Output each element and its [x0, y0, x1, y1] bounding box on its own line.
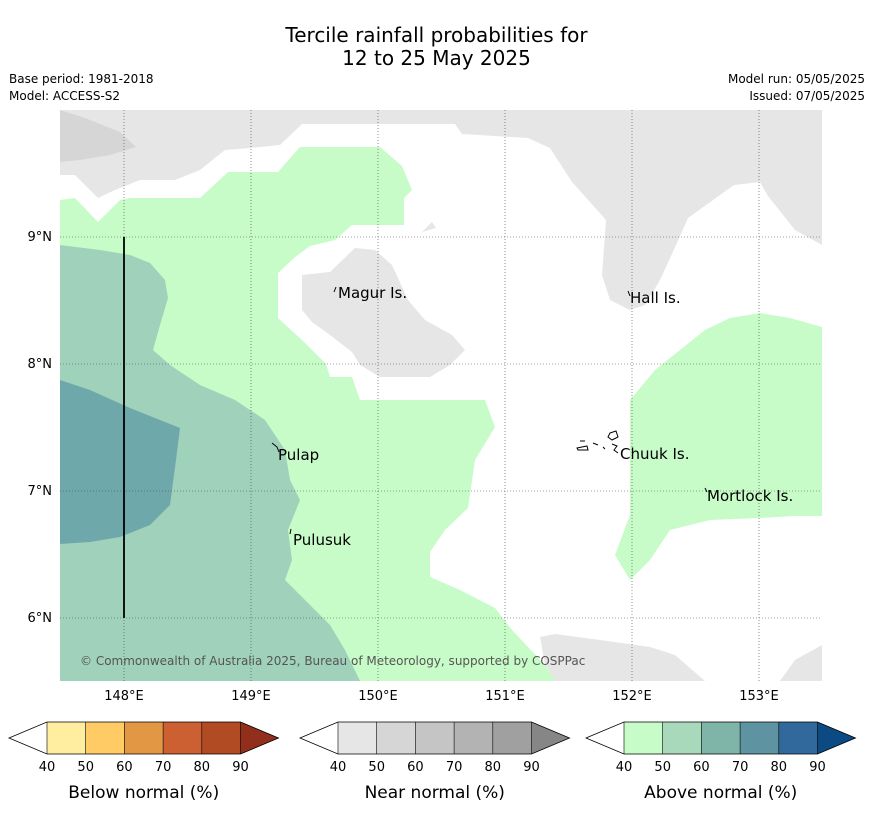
place-label-hall: Hall Is.	[630, 289, 681, 307]
below-normal-colorbar-segment	[201, 722, 241, 754]
below-normal-colorbar: 40 50 60 70 80 90 Below normal (%)	[7, 721, 280, 803]
below-normal-colorbar-tick-label: 70	[155, 760, 172, 775]
near-normal-colorbar-title: Near normal (%)	[365, 783, 505, 803]
below-normal-colorbar-segment	[47, 722, 86, 754]
above-normal-colorbar-segment	[778, 722, 818, 754]
map-title-line-2: 12 to 25 May 2025	[342, 46, 531, 70]
near-normal-colorbar-tick-label: 60	[407, 760, 424, 775]
copyright-text: © Commonwealth of Australia 2025, Bureau…	[80, 654, 585, 668]
near-normal-colorbar-tick-label: 70	[446, 760, 463, 775]
above-normal-colorbar-tick-label: 80	[771, 760, 788, 775]
lat-label-8n: 8°N	[28, 357, 53, 372]
above-normal-colorbar-upper-extension	[817, 722, 856, 754]
below-normal-colorbar-title: Below normal (%)	[68, 783, 219, 803]
place-label-pulap: Pulap	[278, 446, 319, 464]
below-normal-colorbar-tick-label: 60	[116, 760, 133, 775]
near-normal-colorbar: 40 50 60 70 80 90 Near normal (%)	[298, 721, 571, 803]
above-normal-colorbar-segment	[701, 722, 741, 754]
below-normal-colorbar-tick-label: 40	[39, 760, 56, 775]
above-normal-colorbar-tick-label: 50	[654, 760, 671, 775]
near-normal-colorbar-segment	[454, 722, 493, 754]
above-normal-region-60	[60, 380, 180, 544]
above-normal-colorbar-tick-label: 90	[809, 760, 826, 775]
lat-label-7n: 7°N	[28, 484, 53, 499]
near-normal-colorbar-lower-extension	[300, 722, 338, 754]
near-normal-colorbar-segment	[492, 722, 532, 754]
below-normal-colorbar-lower-extension	[9, 722, 47, 754]
above-normal-colorbar-title: Above normal (%)	[644, 783, 797, 803]
near-normal-colorbar-segment	[376, 722, 416, 754]
above-normal-colorbar-tick-label: 70	[732, 760, 749, 775]
above-normal-colorbar-tick-label: 60	[693, 760, 710, 775]
colorbar-legends: 40 50 60 70 80 90 Below normal (%) 40 50 60 70 80 90…	[7, 721, 857, 803]
near-normal-region-southeast-corner	[780, 645, 822, 681]
lon-label-150: 150°E	[358, 689, 398, 704]
model-text: Model: ACCESS-S2	[9, 89, 121, 103]
below-normal-colorbar-tick-label: 80	[194, 760, 211, 775]
near-normal-region-north	[60, 110, 822, 310]
above-normal-region-50	[60, 245, 360, 681]
issued-text: Issued: 07/05/2025	[749, 89, 865, 103]
longitude-labels: 148°E 149°E 150°E 151°E 152°E 153°E	[104, 689, 779, 704]
near-normal-region-darker	[60, 110, 136, 162]
near-normal-colorbar-upper-extension	[531, 722, 570, 754]
above-normal-colorbar: 40 50 60 70 80 90 Above normal (%)	[584, 721, 857, 803]
near-normal-colorbar-tick-label: 50	[368, 760, 385, 775]
lon-label-153: 153°E	[739, 689, 779, 704]
above-normal-colorbar-segment	[662, 722, 702, 754]
above-normal-region-east	[615, 313, 822, 580]
lon-label-149: 149°E	[231, 689, 271, 704]
below-normal-colorbar-segment	[85, 722, 125, 754]
lat-label-9n: 9°N	[28, 230, 53, 245]
place-label-pulusuk: Pulusuk	[293, 531, 351, 549]
above-normal-colorbar-tick-label: 40	[616, 760, 633, 775]
base-period-text: Base period: 1981-2018	[9, 72, 154, 86]
near-normal-region-small	[422, 222, 436, 232]
near-normal-region-southeast	[540, 634, 705, 681]
below-normal-colorbar-tick-label: 90	[232, 760, 249, 775]
place-label-mortlock: Mortlock Is.	[707, 487, 793, 505]
below-normal-colorbar-tick-label: 50	[77, 760, 94, 775]
lon-label-152: 152°E	[612, 689, 652, 704]
below-normal-colorbar-segment	[163, 722, 202, 754]
near-normal-colorbar-tick-label: 40	[330, 760, 347, 775]
near-normal-colorbar-segment	[338, 722, 377, 754]
lat-label-6n: 6°N	[28, 611, 53, 626]
lon-label-148: 148°E	[104, 689, 144, 704]
near-normal-colorbar-segment	[415, 722, 455, 754]
latitude-labels: 9°N 8°N 7°N 6°N	[28, 230, 53, 626]
near-normal-region-magur	[302, 248, 465, 377]
map-title-line-1: Tercile rainfall probabilities for	[285, 23, 588, 47]
above-normal-colorbar-segment	[740, 722, 779, 754]
lon-label-151: 151°E	[485, 689, 525, 704]
above-normal-colorbar-segment	[624, 722, 663, 754]
island-outlines	[271, 286, 708, 535]
place-label-magur: Magur Is.	[338, 284, 407, 302]
below-normal-colorbar-upper-extension	[240, 722, 279, 754]
below-normal-colorbar-segment	[124, 722, 164, 754]
near-normal-colorbar-tick-label: 80	[485, 760, 502, 775]
above-normal-colorbar-lower-extension	[586, 722, 624, 754]
near-normal-colorbar-tick-label: 90	[523, 760, 540, 775]
model-run-text: Model run: 05/05/2025	[727, 72, 865, 86]
place-label-chuuk: Chuuk Is.	[620, 445, 689, 463]
